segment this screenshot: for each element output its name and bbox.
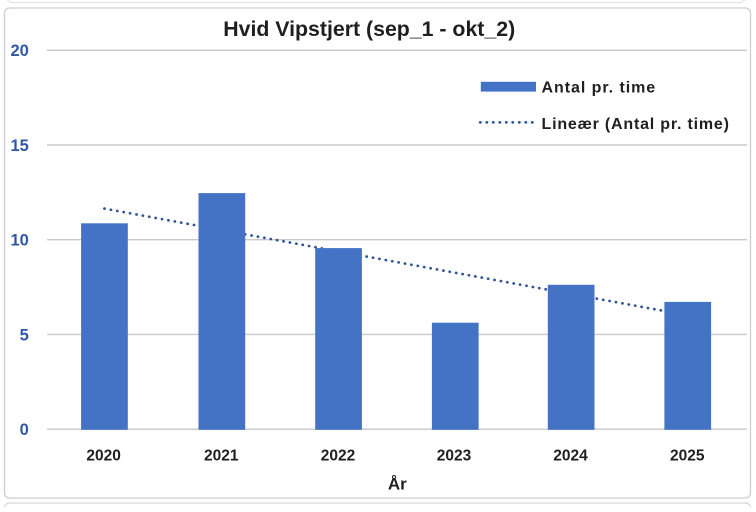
svg-text:2022: 2022 [321,448,355,465]
svg-text:5: 5 [20,326,29,344]
svg-text:2024: 2024 [553,448,588,465]
svg-text:Antal pr. time: Antal pr. time [542,80,657,97]
svg-text:20: 20 [10,42,28,60]
svg-text:Lineær (Antal pr. time): Lineær (Antal pr. time) [542,116,730,133]
svg-text:10: 10 [10,232,28,250]
svg-text:15: 15 [10,137,28,155]
svg-text:Hvid Vipstjert (sep_1 - okt_2): Hvid Vipstjert (sep_1 - okt_2) [223,17,515,41]
svg-text:2021: 2021 [204,448,239,465]
svg-text:2023: 2023 [437,448,472,465]
svg-text:2025: 2025 [670,448,705,465]
svg-text:År: År [388,475,407,494]
svg-text:0: 0 [20,421,29,439]
svg-text:2020: 2020 [86,448,120,465]
